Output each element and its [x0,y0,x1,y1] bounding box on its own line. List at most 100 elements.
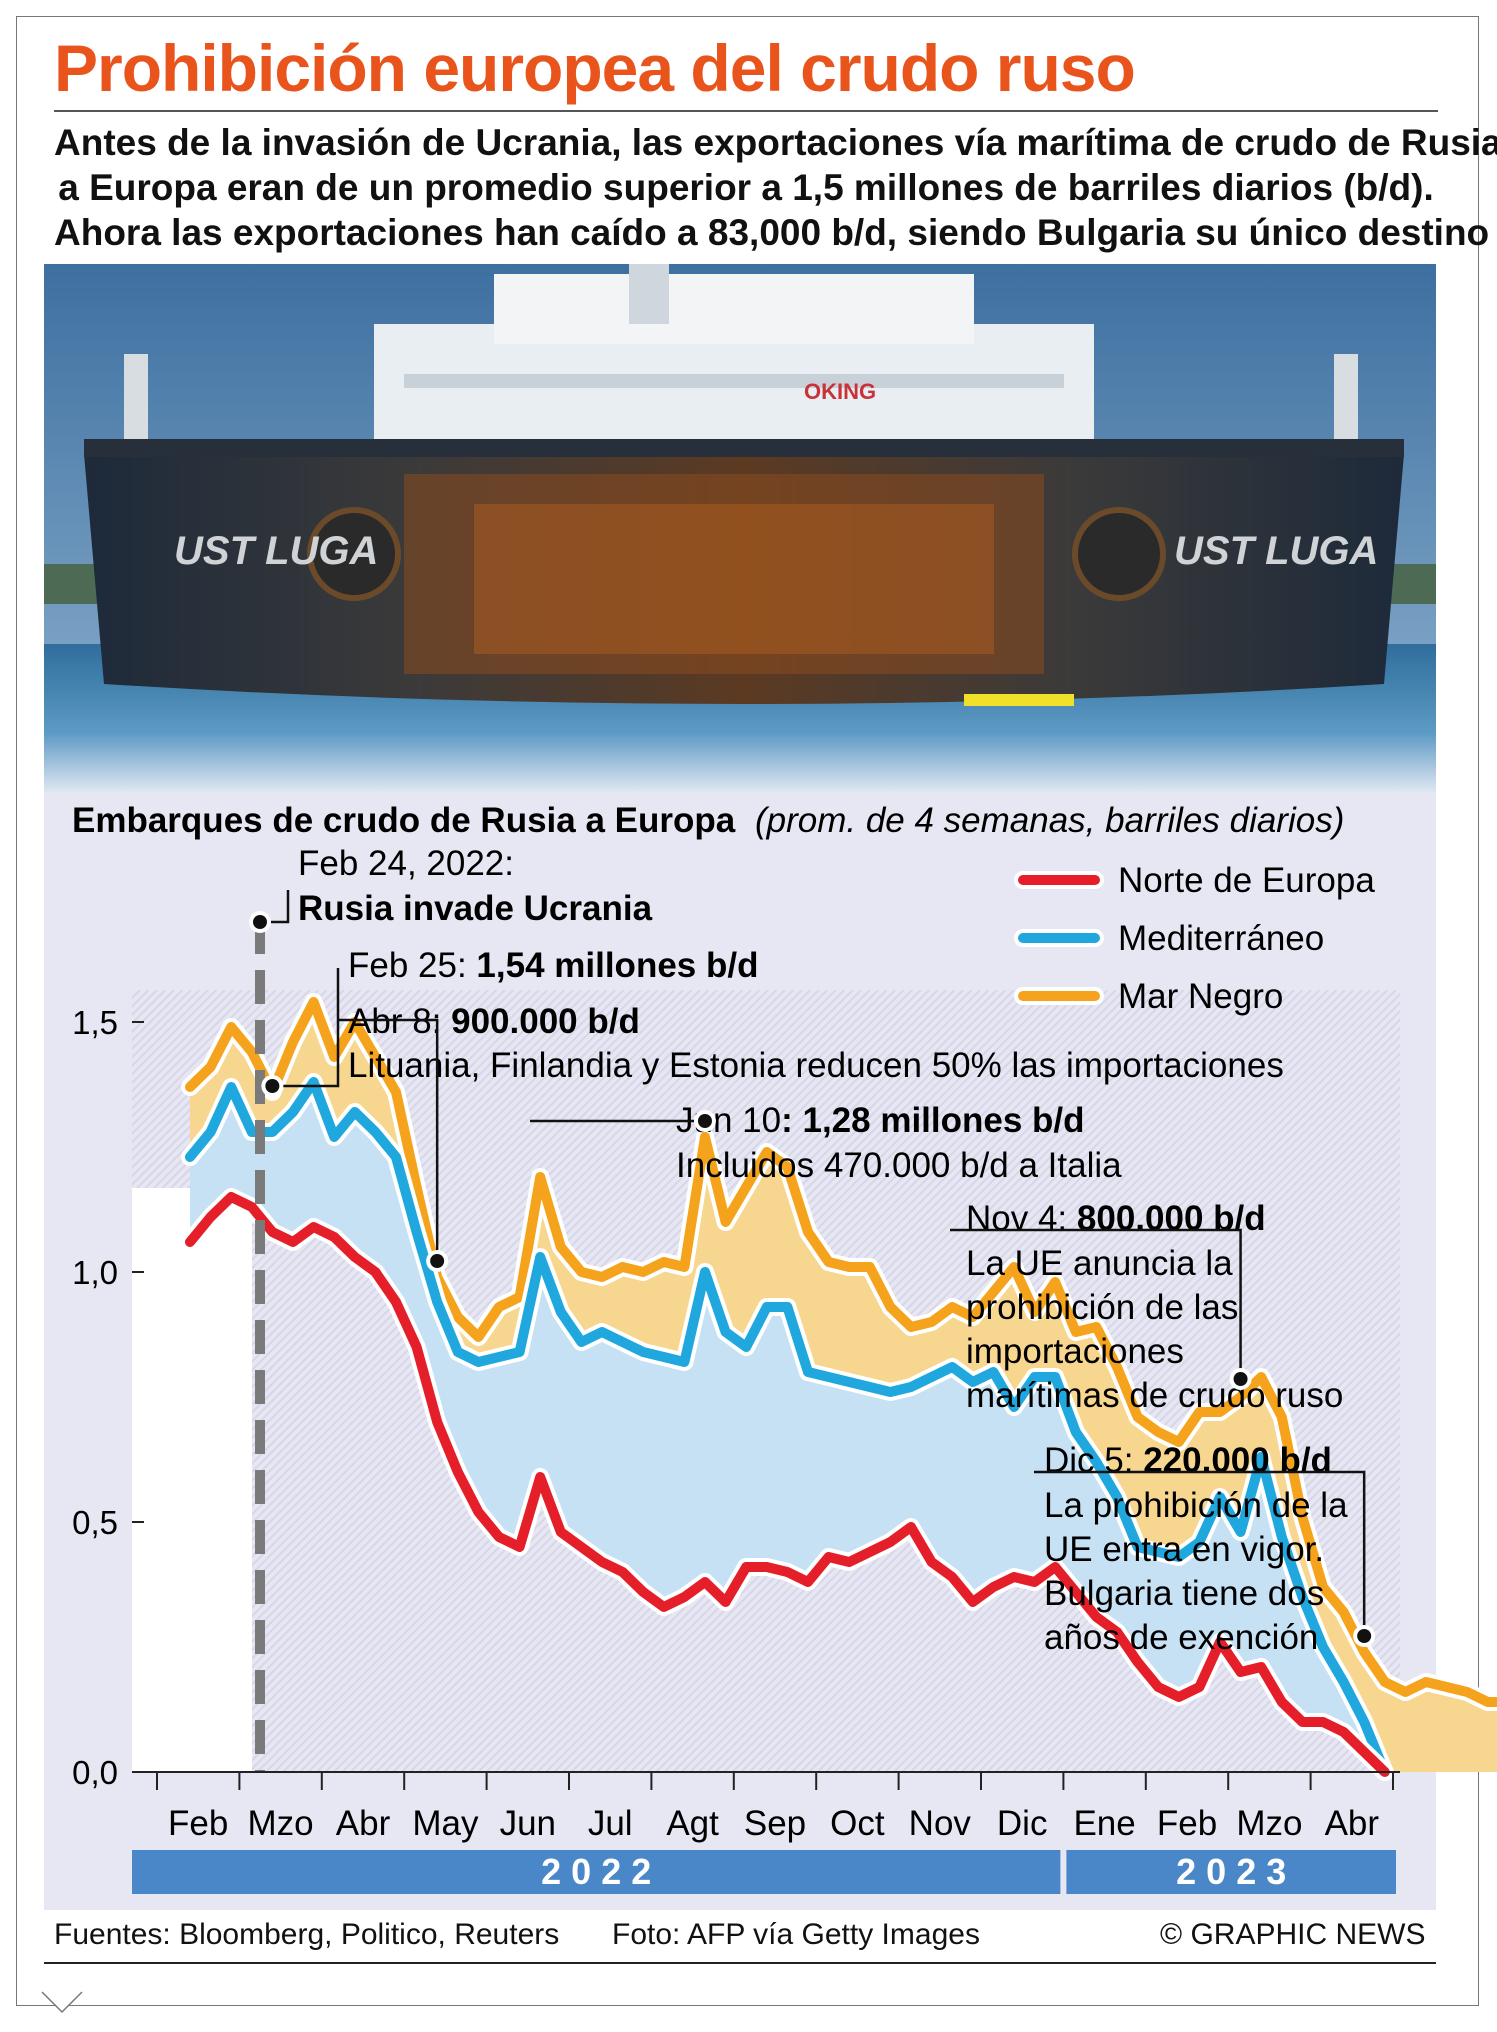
series-lines [181,920,1497,1781]
x-tick-label: Nov [909,1804,972,1843]
annotation-peak-part: Feb 25: [348,946,476,985]
annotation-december-text: UE entra en vigor. [1044,1530,1324,1569]
annotation-june-text: Incluidos 470.000 b/d a Italia [676,1146,1122,1185]
x-tick-label: Feb [1157,1804,1217,1843]
y-tick-label: 0,0 [72,1754,118,1791]
annotation-april-text-part: Lituania, Finlandia y Estonia reducen 50… [348,1046,1284,1085]
annotation-invasion-dot [253,915,267,929]
annotation-april-part: Abr 8: [348,1002,451,1041]
corner-pointer [41,1991,83,2014]
line-mediterraneo [185,1077,1390,1777]
legend-label: Mediterráneo [1118,919,1324,958]
annotation-december-text: años de exención [1044,1618,1318,1657]
annotation-april-dot [430,1254,445,1268]
x-tick-label: Ene [1073,1804,1135,1843]
ship-name-right: UST LUGA [1174,529,1378,573]
footer-sources: Fuentes: Bloomberg, Politico, Reuters [54,1918,560,1951]
annotation-peak-part: 1,54 millones b/d [476,946,758,985]
y-tick-label: 0,5 [72,1504,118,1541]
annotation-december-text-part: UE entra en vigor. [1044,1530,1324,1569]
intro-line: Antes de la invasión de Ucrania, las exp… [54,122,1497,163]
year-label: 2 0 2 3 [1176,1851,1286,1892]
annotation-november-text-part: importaciones [966,1332,1184,1371]
annotation-november-text: La UE anuncia la [966,1244,1233,1283]
line-norte-de-europa [185,1192,1390,1777]
annotation-peak-dot [265,1079,280,1093]
plot-white-area [132,1188,252,1772]
x-tick-label: Mzo [1236,1804,1302,1843]
annotation-june-dot [697,1114,712,1128]
annotation-december-part: Dic 5: [1044,1441,1143,1480]
annotation-december-part: 220.000 b/d [1143,1441,1332,1480]
x-tick-label: Dic [997,1804,1048,1843]
annotation-june-text-part: Incluidos 470.000 b/d a Italia [676,1146,1122,1185]
footer-copyright: © GRAPHIC NEWS [1160,1918,1426,1951]
annotation-november-text: importaciones [966,1332,1184,1371]
annotation-april-text: Lituania, Finlandia y Estonia reducen 50… [348,1046,1284,1085]
annotation-june: Jun 10: 1,28 millones b/d [676,1101,1085,1140]
annotation-invasion-date-part: Feb 24, 2022: [298,844,514,883]
annotation-november-text-part: marítimas de crudo ruso [966,1376,1343,1415]
page-title: Prohibición europea del crudo ruso [54,31,1136,105]
axes: 0,0 0,5 1,0 1,5 Feb Mzo Abr May Jun Jul Agt Sep Oct N… [72,1004,1400,1843]
annotation-invasion-title: Rusia invade Ucrania [298,889,653,928]
annotation-november-dot [1233,1372,1248,1386]
annotation-december-text-part: años de exención [1044,1618,1318,1657]
annotation-december-leader [1034,1470,1366,1636]
year-band-segment [1066,1850,1396,1894]
y-tick-label: 1,5 [72,1004,118,1041]
year-label: 2 0 2 2 [541,1851,651,1892]
annotation-november-text-part: prohibición de las [966,1288,1238,1327]
annotation-invasion-date: Feb 24, 2022: [298,844,514,883]
annotation-november-text: marítimas de crudo ruso [966,1376,1343,1415]
chart-title: Embarques de crudo de Rusia a Europa (pr… [72,801,1344,840]
x-tick-label: Jun [500,1804,556,1843]
superstructure-text: OKING [804,379,876,404]
tanker-photo: UST LUGA UST LUGA OKING [44,264,1436,792]
year-band: 2 0 2 2 2 0 2 3 [132,1850,1396,1894]
annotation-december-dot [1357,1629,1372,1643]
intro-text: Antes de la invasión de Ucrania, las exp… [54,120,1497,255]
annotation-november-text-part: La UE anuncia la [966,1244,1233,1283]
annotation-november-text: prohibición de las [966,1288,1238,1327]
annotations: Feb 24, 2022: Rusia invade Ucrania Feb 25:… [249,844,1376,1657]
annotation-april: Abr 8: 900.000 b/d [348,1002,640,1041]
annotation-november-leader [950,1228,1242,1379]
x-tick-label: Mzo [248,1804,314,1843]
title-divider [54,110,1438,112]
annotation-june-part: : 1,28 millones b/d [781,1101,1084,1140]
x-tick-label: Jul [588,1804,633,1843]
annotation-april-part: 900.000 b/d [451,1002,640,1041]
year-band-segment [132,1850,1061,1894]
annotation-december: Dic 5: 220.000 b/d [1044,1441,1332,1480]
legend: Norte de Europa Mediterráneo Mar Negro [1014,861,1375,1016]
x-tick-label: Oct [830,1804,885,1843]
annotation-november: Nov 4: 800.000 b/d [966,1199,1266,1238]
intro-line: Ahora las exportaciones han caído a 83,0… [54,212,1490,253]
footer-photo-credit: Foto: AFP vía Getty Images [612,1918,980,1951]
annotation-december-text-part: La prohibición de la [1044,1486,1348,1525]
annotation-december-text-part: Bulgaria tiene dos [1044,1574,1324,1613]
line-mar-negro [185,997,1497,1707]
footer-divider [44,1962,1436,1964]
legend-label: Norte de Europa [1118,861,1375,900]
x-tick-label: Agt [666,1804,719,1843]
annotation-november-part: Nov 4: [966,1199,1077,1238]
annotation-april-leader [338,1018,439,1261]
annotation-december-text: La prohibición de la [1044,1486,1348,1525]
y-tick-label: 1,0 [72,1254,118,1291]
x-tick-label: May [412,1804,479,1843]
annotation-invasion-title-part: Rusia invade Ucrania [298,889,653,928]
annotation-peak-leader [272,968,340,1088]
x-tick-label: Feb [168,1804,228,1843]
x-tick-label: Abr [1325,1804,1380,1843]
chart-title-main: Embarques de crudo de Rusia a Europa [72,801,736,840]
annotation-november-part: 800.000 b/d [1077,1199,1266,1238]
intro-line: a Europa eran de un promedio superior a … [58,167,1434,208]
legend-label: Mar Negro [1118,977,1283,1016]
x-tick-label: Sep [744,1804,806,1843]
ship-name-left: UST LUGA [174,529,378,573]
x-tick-label: Abr [336,1804,391,1843]
chart-subtitle: (prom. de 4 semanas, barriles diarios) [755,801,1344,840]
